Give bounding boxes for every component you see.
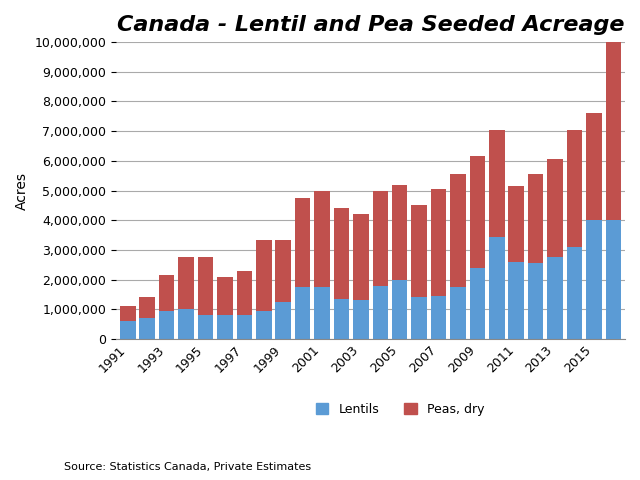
Bar: [470, 268, 485, 339]
Bar: [372, 191, 388, 286]
Bar: [120, 321, 136, 339]
Bar: [333, 299, 349, 339]
Bar: [547, 257, 563, 339]
Bar: [179, 257, 194, 309]
Bar: [333, 208, 349, 299]
Bar: [528, 263, 543, 339]
Bar: [159, 275, 175, 311]
Bar: [489, 130, 504, 237]
Bar: [567, 247, 582, 339]
Text: Source: Statistics Canada, Private Estimates: Source: Statistics Canada, Private Estim…: [64, 462, 311, 472]
Bar: [314, 191, 330, 287]
Bar: [256, 240, 271, 311]
Bar: [605, 220, 621, 339]
Bar: [450, 287, 466, 339]
Bar: [392, 185, 408, 279]
Bar: [392, 279, 408, 339]
Bar: [140, 318, 155, 339]
Bar: [528, 174, 543, 263]
Bar: [508, 186, 524, 262]
Bar: [586, 220, 602, 339]
Bar: [353, 214, 369, 300]
Bar: [372, 286, 388, 339]
Bar: [470, 156, 485, 268]
Bar: [295, 198, 310, 287]
Bar: [489, 237, 504, 339]
Bar: [353, 300, 369, 339]
Bar: [431, 189, 446, 296]
Bar: [159, 311, 175, 339]
Bar: [508, 262, 524, 339]
Bar: [217, 276, 233, 315]
Bar: [605, 42, 621, 220]
Bar: [567, 130, 582, 247]
Bar: [275, 240, 291, 302]
Title: Canada - Lentil and Pea Seeded Acreage: Canada - Lentil and Pea Seeded Acreage: [117, 15, 625, 35]
Bar: [295, 287, 310, 339]
Y-axis label: Acres: Acres: [15, 171, 29, 210]
Bar: [314, 287, 330, 339]
Bar: [120, 306, 136, 321]
Bar: [140, 298, 155, 318]
Bar: [431, 296, 446, 339]
Bar: [217, 315, 233, 339]
Bar: [198, 257, 213, 315]
Bar: [586, 113, 602, 220]
Bar: [198, 315, 213, 339]
Bar: [275, 302, 291, 339]
Bar: [237, 315, 252, 339]
Bar: [412, 298, 427, 339]
Bar: [237, 271, 252, 315]
Bar: [179, 309, 194, 339]
Bar: [547, 159, 563, 257]
Bar: [412, 205, 427, 298]
Legend: Lentils, Peas, dry: Lentils, Peas, dry: [316, 403, 484, 416]
Bar: [256, 311, 271, 339]
Bar: [605, 42, 621, 339]
Bar: [450, 174, 466, 287]
